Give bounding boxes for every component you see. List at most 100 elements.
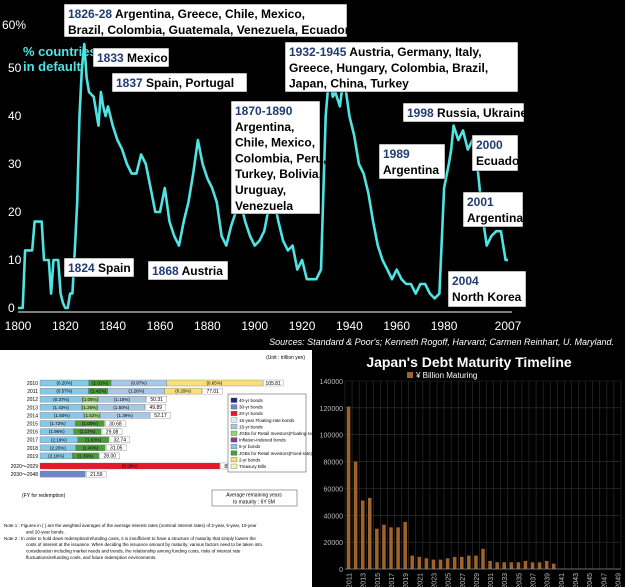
x-tick-label: 2037 [531, 573, 538, 587]
annotation-2000: 2000 Ecuador [471, 134, 524, 172]
bar [495, 562, 499, 569]
rate-label: (1.63%) [85, 437, 101, 442]
bar [516, 562, 521, 569]
rate-label: (1.52%) [84, 413, 100, 418]
legend-swatch [230, 397, 238, 403]
japan-debt-maturity-chart: Japan's Debt Maturity Timeline ¥ Billion … [313, 350, 625, 587]
annotation-1833: 1833 Mexico [92, 47, 170, 68]
value-box [109, 436, 130, 443]
note-line: fluctuations/refunding costs, and future… [26, 555, 157, 560]
y-tick-label: 100000 [320, 433, 343, 440]
annotation-countries: Argentina, Greece, Chile, Mexico, [115, 7, 305, 21]
rate-label: (1.05%) [82, 397, 98, 402]
rate-label: (0.65%) [207, 381, 223, 386]
annotation-countries: Austria [182, 264, 224, 278]
x-tick-label: 2015 [375, 573, 382, 587]
y-tick-label: 60000 [324, 486, 344, 493]
note-line: consideration including market needs and… [26, 549, 241, 554]
unit-label: (Unit : trillion yen) [266, 355, 305, 361]
value-box [99, 452, 120, 460]
footer-box [211, 489, 298, 507]
bar [460, 556, 464, 569]
x-tick-label: 1920 [289, 319, 316, 333]
y-tick-label: 20000 [324, 540, 344, 547]
bar [375, 528, 379, 569]
y-tick-label: 20 [8, 205, 22, 219]
row-label: 2016 [27, 430, 38, 436]
bar [438, 559, 443, 569]
legend-label: ¥ Billion Maturing [415, 371, 477, 380]
x-tick-label: 1980 [431, 319, 458, 333]
rate-label: (1.72%) [50, 421, 66, 426]
x-tick-label: 1840 [99, 319, 126, 333]
annotation-countries: Mexico [127, 51, 168, 65]
value-label: 30.68 [109, 421, 122, 427]
rate-label: (0.20%) [57, 381, 73, 386]
annotation-countries: Spain, Portugal [146, 76, 234, 90]
x-tick-label: 2043 [573, 573, 580, 587]
legend-label: 20-yr bonds [239, 411, 264, 416]
bar [474, 555, 478, 569]
bar-segment [72, 452, 99, 460]
annotation-1837: 1837 Spain, Portugal [111, 72, 248, 93]
x-tick-label: 2039 [545, 573, 552, 587]
y-unit-label: 60% [2, 18, 26, 32]
legend-swatch [230, 424, 238, 430]
legend-swatch [230, 411, 238, 416]
rate-label: (0.37%) [53, 397, 69, 402]
bar [502, 562, 506, 569]
rate-label: (1.00%) [82, 421, 98, 426]
annotation-countries: Colombia, Peru, [235, 151, 326, 165]
bar [544, 560, 549, 569]
y-tick-label: 40 [8, 109, 22, 123]
x-tick-label: 2011 [347, 573, 354, 587]
default-history-svg: 1800 1820 1840 1860 1880 1900 1920 1940 1960 1980… [2, 3, 614, 347]
bar [410, 555, 414, 569]
bar [509, 562, 514, 569]
annotation-countries: Ecuador [476, 154, 524, 168]
y-tick-label: 120000 [320, 406, 343, 413]
value-label: 77.01 [206, 389, 219, 395]
annotation-box [402, 102, 525, 123]
value-label: 28.00 [104, 454, 117, 460]
bar [346, 406, 351, 569]
legend-swatch [230, 404, 238, 410]
legend-swatch [230, 437, 238, 443]
annotation-countries: Turkey, Bolivia, [235, 167, 322, 181]
annotation-text: 1826-28 Argentina, Greece, Chile, Mexico… [68, 7, 350, 37]
bar [481, 548, 485, 569]
annotation-countries: Argentina, [235, 120, 294, 134]
annotation-box [147, 260, 229, 281]
x-tick-label: 1900 [241, 319, 268, 333]
bar [368, 497, 372, 569]
rate-label: (2.16%) [48, 454, 64, 459]
rate-label: (1.40%) [83, 445, 99, 450]
annotation-countries: Austria, Germany, Italy, [349, 45, 481, 59]
annotation-text: 1824 Spain [68, 261, 131, 275]
annotation-1824: 1824 Spain [63, 257, 135, 278]
value-label: 32.74 [113, 438, 126, 444]
annotation-1998: 1998 Russia, Ukraine [402, 102, 527, 123]
source-note: Sources: Standard & Poor's; Kenneth Rogo… [269, 337, 614, 347]
x-tick-label: 1860 [147, 319, 174, 333]
legend-label: 15-yr bonds [239, 424, 264, 429]
y-tick-label: 10 [8, 253, 22, 267]
annotation-text: 2004 North Korea [452, 274, 522, 304]
annotation-countries: Japan, China, Turkey [289, 77, 409, 91]
footer-box-line: Average remaining years [226, 493, 282, 499]
bar [396, 527, 400, 569]
legend-swatch [230, 463, 238, 469]
bar [360, 500, 365, 569]
x-tick-label: 2027 [460, 573, 467, 587]
x-tick-label: 2029 [474, 573, 481, 587]
bar [488, 560, 492, 569]
x-tick-label: 2047 [601, 573, 608, 587]
note-line: Note 1 : Figures in ( ) are the weighted… [4, 523, 257, 528]
default-history-chart: 1800 1820 1840 1860 1880 1900 1920 1940 1960 1980… [2, 3, 614, 347]
x-tick-label: 2035 [516, 573, 523, 587]
rate-label: (1.10%) [114, 397, 130, 402]
value-label: 52.17 [154, 413, 167, 419]
annotation-text: 1837 Spain, Portugal [116, 76, 234, 90]
annotation-1932-1945: 1932-1945 Austria, Germany, Italy, Greece… [284, 41, 519, 93]
bar [552, 563, 556, 569]
